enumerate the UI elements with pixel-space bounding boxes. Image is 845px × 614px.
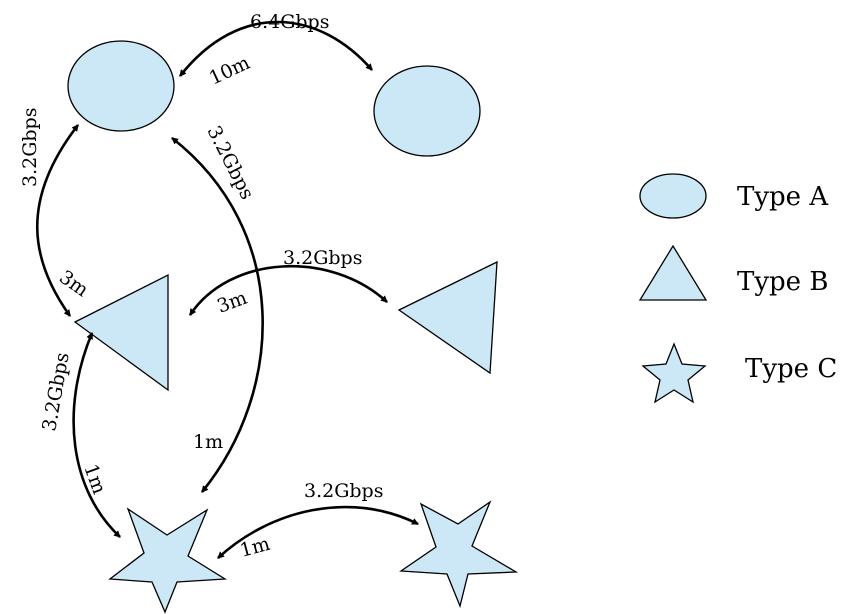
node-star-1 xyxy=(108,507,228,614)
node-ellipse-2 xyxy=(373,65,481,157)
label-bandwidth-ellipse1-triangle1: 3.2Gbps xyxy=(19,108,41,187)
node-ellipse-1 xyxy=(67,40,175,132)
legend: Type A Type B Type C xyxy=(638,173,837,404)
link-star1-star2 xyxy=(217,505,419,559)
legend-triangle-icon xyxy=(638,244,708,301)
label-bandwidth-triangle1-triangle2: 3.2Gbps xyxy=(283,247,362,269)
legend-star-icon xyxy=(641,342,707,404)
label-bandwidth-star1-star2: 3.2Gbps xyxy=(304,480,383,502)
legend-label-type-b: Type B xyxy=(737,267,828,297)
legend-label-type-a: Type A xyxy=(737,182,829,212)
label-length-ellipse1-triangle1: 3m xyxy=(55,266,92,301)
node-star-2 xyxy=(399,500,519,609)
link-ellipse1-triangle1 xyxy=(36,124,80,317)
label-length-ellipse1-star1: 1m xyxy=(193,431,223,453)
node-triangle-2 xyxy=(397,260,498,375)
legend-ellipse-icon xyxy=(639,173,707,219)
label-bandwidth-ellipse1-star1: 3.2Gbps xyxy=(203,122,259,203)
label-length-triangle1-star1: 1m xyxy=(79,461,110,497)
label-bandwidth-triangle1-star1: 3.2Gbps xyxy=(38,351,73,433)
link-triangle1-triangle2 xyxy=(188,265,388,316)
link-triangle1-star1 xyxy=(72,332,121,538)
label-bandwidth-ellipse1-ellipse2: 6.4Gbps xyxy=(250,11,329,33)
node-triangle-1 xyxy=(73,273,169,392)
label-length-ellipse1-ellipse2: 10m xyxy=(206,52,254,90)
legend-label-type-c: Type C xyxy=(745,354,837,384)
link-ellipse1-ellipse2 xyxy=(178,20,373,77)
label-length-triangle1-triangle2: 3m xyxy=(214,287,250,318)
